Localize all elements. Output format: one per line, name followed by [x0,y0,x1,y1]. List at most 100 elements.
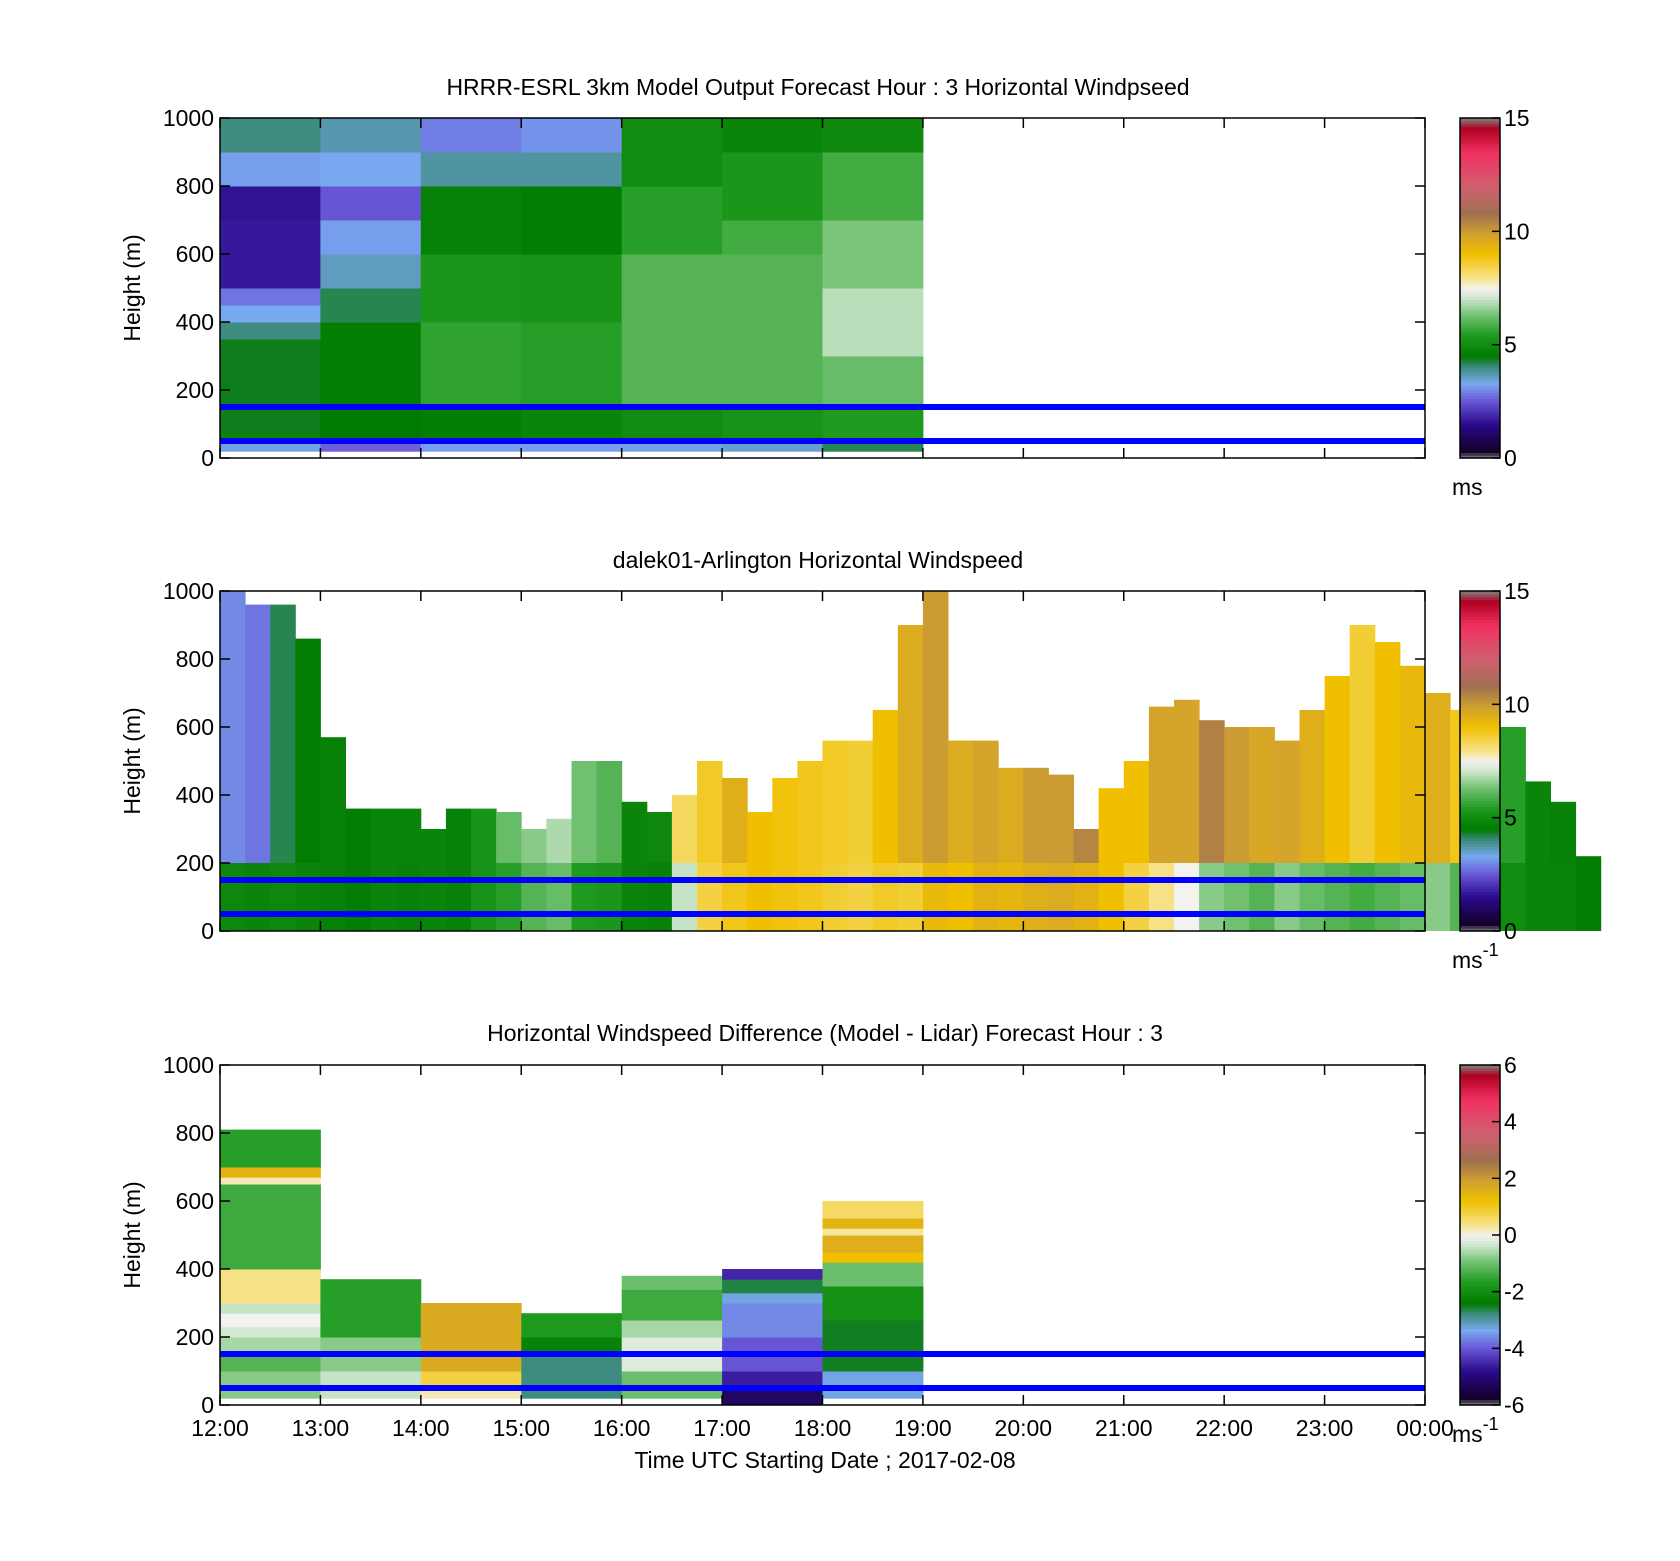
colorbar-segment [1460,239,1500,244]
colorbar-segment [1460,191,1500,196]
colorbar-segment [1460,644,1500,649]
colorbar-segment [1460,803,1500,807]
panel-difference-x-ticks [219,1065,1426,1405]
colorbar-segment [1460,605,1500,609]
heatmap-cell [722,1292,823,1304]
heatmap-cell [621,322,723,408]
panel-difference-title: Horizontal Windspeed Difference (Model -… [487,1020,1163,1046]
x-tick-label: 19:00 [894,1415,952,1441]
colorbar-segment [1460,1215,1500,1219]
colorbar-segment [1460,1130,1500,1134]
colorbar-segment [1460,333,1500,337]
x-tick-label: 16:00 [593,1415,651,1441]
colorbar-segment [1460,424,1500,428]
heatmap-cell [722,407,823,442]
heatmap-cell [822,1252,924,1263]
colorbar-segment [1460,1107,1500,1111]
colorbar-segment [1460,174,1500,179]
heatmap-cell [1550,801,1577,863]
colorbar-segment [1460,356,1500,360]
colorbar-segment [1460,687,1500,691]
colorbar-segment [1460,1141,1500,1145]
x-tick-label: 00:00 [1396,1415,1454,1441]
colorbar-segment [1460,1076,1500,1080]
colorbar-segment [1460,797,1500,802]
colorbar-segment [1460,1348,1500,1352]
heatmap-cell [1048,863,1074,931]
heatmap-cell [621,1275,723,1290]
colorbar-segment [1460,775,1500,779]
heatmap-cell [571,863,598,931]
colorbar-segment [1460,1232,1500,1236]
colorbar-tick-label: 15 [1504,105,1530,131]
colorbar-segment [1460,701,1500,705]
colorbar-segment [1460,752,1500,756]
colorbar-segment [1460,727,1500,731]
colorbar-segment [1460,653,1500,657]
colorbar-segment [1460,418,1500,422]
colorbar-segment [1460,1286,1500,1290]
colorbar-segment [1460,851,1500,856]
colorbar-segment [1460,1322,1500,1327]
colorbar-segment [1460,1218,1500,1222]
heatmap-cell [722,152,823,221]
heatmap-cell [420,1388,522,1399]
colorbar-segment [1460,1269,1500,1273]
colorbar-segment [1460,1277,1500,1281]
heatmap-cell [521,322,623,408]
colorbar-segment [1460,407,1500,411]
panel-model-ylabel: Height (m) [119,234,145,341]
heatmap-cell [1073,863,1100,931]
heatmap-cell [270,604,296,863]
colorbar-segment [1460,415,1500,419]
colorbar-segment [1460,608,1500,612]
heatmap-cell [420,322,522,408]
panel-difference: Horizontal Windspeed Difference (Model -… [119,1020,1525,1447]
heatmap-cell [822,1235,924,1253]
heatmap-cell [1148,706,1175,863]
colorbar-segment [1460,197,1500,201]
x-tick-label: 18:00 [794,1415,852,1441]
heatmap-cell [320,118,422,153]
panel-lidar-reference-lines [220,877,1425,917]
heatmap-cell [722,1371,823,1389]
colorbar-segment [1460,217,1500,221]
colorbar-segment [1460,1354,1500,1358]
heatmap-cell [822,288,924,357]
colorbar-segment [1460,678,1500,683]
heatmap-cell [1073,829,1100,863]
colorbar-tick-label: 6 [1504,1052,1517,1078]
colorbar-segment [1460,1300,1500,1304]
colorbar-segment [1460,905,1500,909]
colorbar-segment [1460,347,1500,351]
heatmap-cell [1023,863,1049,931]
colorbar-segment [1460,795,1500,799]
panel-lidar: dalek01-Arlington Horizontal Windspeed 0… [119,547,1602,973]
heatmap-cell [270,863,296,931]
colorbar-segment [1460,1189,1500,1194]
heatmap-cell [747,863,773,931]
panel-lidar-x-ticks [219,591,1426,931]
heatmap-cell [973,740,999,863]
heatmap-cell [822,1201,924,1219]
heatmap-cell [948,740,974,863]
y-tick-label: 200 [176,377,214,403]
colorbar-segment [1460,200,1500,204]
colorbar-segment [1460,817,1500,822]
colorbar-segment [1460,1135,1500,1140]
y-tick-label: 1000 [163,105,214,131]
heatmap-cell [521,407,623,442]
x-tick-label: 22:00 [1195,1415,1253,1441]
heatmap-cell [621,1371,723,1399]
heatmap-cell [822,863,849,931]
heatmap-cell [1525,863,1551,931]
colorbar-segment [1460,1147,1500,1151]
colorbar-segment [1460,1090,1500,1094]
heatmap-cell [722,1388,823,1406]
colorbar-segment [1460,375,1500,380]
colorbar-segment [1460,152,1500,156]
colorbar-segment [1460,118,1500,122]
colorbar-segment [1460,1164,1500,1168]
colorbar-segment [1460,738,1500,742]
